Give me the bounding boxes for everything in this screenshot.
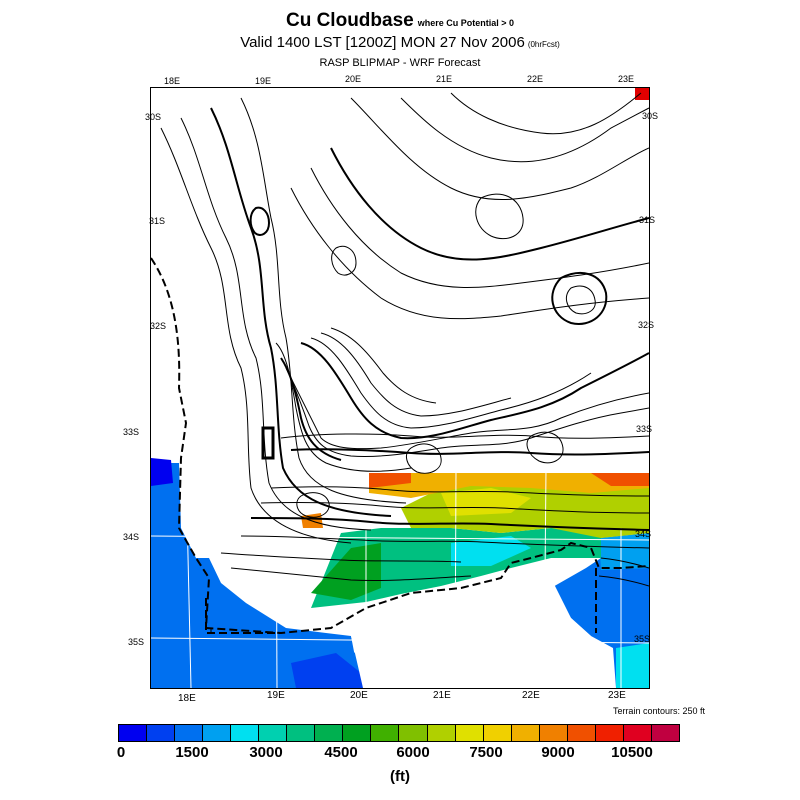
colorbar-swatch <box>371 725 400 741</box>
cloudbase-yellow-hot <box>441 488 531 516</box>
valid-time-text: Valid 1400 LST [1200Z] MON 27 Nov 2006 <box>240 34 525 51</box>
colorbar-swatch <box>259 725 288 741</box>
map-area <box>150 87 650 689</box>
map-graphic <box>151 88 649 688</box>
colorbar <box>118 724 680 742</box>
left-lat-label: 34S <box>123 532 140 542</box>
valid-time: Valid 1400 LST [1200Z] MON 27 Nov 2006 (0… <box>0 34 800 51</box>
colorbar-tick-label: 3000 <box>249 744 283 761</box>
colorbar-swatch <box>455 725 484 741</box>
colorbar-tick-label: 0 <box>116 744 126 761</box>
colorbar-swatch <box>203 725 232 741</box>
colorbar-tick-label: 9000 <box>541 744 575 761</box>
colorbar-swatch <box>427 725 456 741</box>
colorbar-swatch <box>623 725 652 741</box>
left-lat-label: 31S <box>149 216 166 226</box>
terrain-contours <box>151 92 649 635</box>
model-name: RASP BLIPMAP - WRF Forecast <box>319 57 481 69</box>
ocean-cyan-patch <box>616 643 649 688</box>
title-main: Cu Cloudbase <box>285 10 414 31</box>
coast-blue-strip <box>151 458 173 486</box>
right-lat-label: 35S <box>634 634 651 644</box>
colorbar-swatch <box>175 725 204 741</box>
left-lat-label: 30S <box>145 112 162 122</box>
colorbar-swatch <box>287 725 316 741</box>
top-lon-label: 19E <box>255 76 272 86</box>
ocean-fill-west <box>151 463 361 688</box>
colorbar-tick-label: 7500 <box>469 744 503 761</box>
cloudbase-green-dark <box>311 543 381 600</box>
colorbar-swatch <box>231 725 260 741</box>
left-lat-label: 35S <box>128 637 145 647</box>
bottom-lon-label: 22E <box>522 690 540 701</box>
colorbar-swatch <box>511 725 540 741</box>
right-lat-label: 34S <box>635 529 652 539</box>
top-lon-label: 18E <box>164 76 181 86</box>
top-lon-label: 22E <box>527 74 544 84</box>
chart-title: Cu Cloudbase where Cu Potential > 0 <box>0 10 800 32</box>
forecast-hour: (0hrFcst) <box>527 40 560 49</box>
left-lat-label: 32S <box>150 321 167 331</box>
colorbar-tick-label: 6000 <box>396 744 430 761</box>
colorbar-unit: (ft) <box>390 768 410 785</box>
colorbar-tick-label: 4500 <box>324 744 358 761</box>
left-lat-label: 33S <box>123 427 140 437</box>
colorbar-swatch <box>539 725 568 741</box>
colorbar-tick-label: 1500 <box>175 744 209 761</box>
top-lon-label: 23E <box>618 74 635 84</box>
bottom-lon-label: 19E <box>267 690 285 701</box>
top-lon-label: 20E <box>345 74 362 84</box>
ocean-dark-patch <box>291 653 363 688</box>
colorbar-swatch <box>595 725 624 741</box>
right-lat-label: 33S <box>636 424 653 434</box>
colorbar-tick-label: 10500 <box>611 744 653 761</box>
bottom-lon-label: 18E <box>178 693 196 704</box>
title-qualifier: where Cu Potential > 0 <box>417 18 514 28</box>
coastline-dashed <box>151 257 649 635</box>
bottom-lon-label: 21E <box>433 690 451 701</box>
colorbar-swatch <box>315 725 344 741</box>
right-lat-label: 32S <box>638 320 655 330</box>
bottom-lon-label: 23E <box>608 690 626 701</box>
colorbar-swatch <box>119 725 148 741</box>
right-lat-label: 31S <box>639 215 656 225</box>
colorbar-swatch <box>399 725 428 741</box>
colorbar-swatch <box>567 725 596 741</box>
top-lon-label: 21E <box>436 74 453 84</box>
ocean-blue-strip <box>599 533 649 570</box>
bottom-lon-label: 20E <box>350 690 368 701</box>
cloudbase-red-band <box>591 473 649 486</box>
right-lat-label: 30S <box>642 111 659 121</box>
colorbar-swatch <box>651 725 679 741</box>
colorbar-swatch <box>483 725 512 741</box>
cloudbase-red-band <box>369 473 411 488</box>
colorbar-swatch <box>343 725 372 741</box>
colorbar-swatch <box>147 725 176 741</box>
terrain-contour-note: Terrain contours: 250 ft <box>612 706 705 716</box>
coastal-land-gap <box>351 578 591 688</box>
cloudbase-red-corner <box>635 88 649 100</box>
